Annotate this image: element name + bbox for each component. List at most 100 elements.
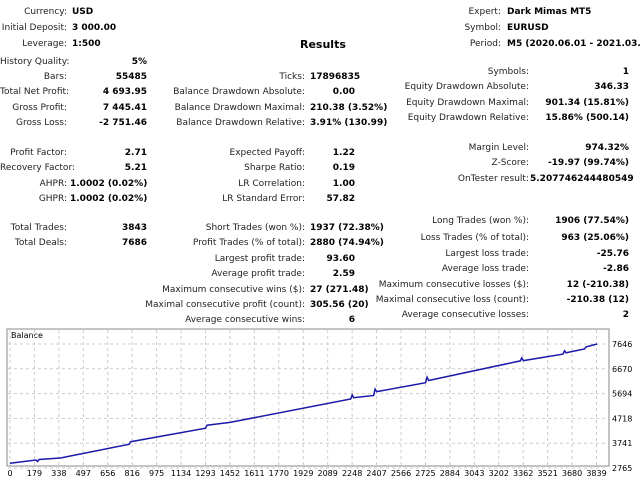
stat-value: 0.19	[332, 163, 355, 173]
x-tick-label: 2089	[318, 469, 338, 478]
stat-value: 7686	[121, 238, 147, 248]
stat-label: GHPR:	[38, 194, 67, 204]
stat-label: Loss Trades (% of total):	[420, 233, 529, 243]
stat-label: Margin Level:	[468, 143, 529, 153]
stat-label: Balance Drawdown Maximal:	[174, 103, 305, 113]
x-tick-label: 1452	[220, 469, 240, 478]
stat-value: -19.97 (99.74%)	[547, 158, 629, 168]
y-tick-label: 4718	[612, 414, 632, 423]
x-tick-label: 1134	[171, 469, 191, 478]
stat-value: 974.32%	[585, 143, 629, 153]
stat-label: Maximal consecutive profit (count):	[145, 300, 305, 310]
header-value: M5 (2020.06.01 - 2021.03.01)	[507, 39, 640, 49]
stat-value: 3.91% (130.99)	[310, 118, 388, 128]
x-tick-label: 975	[149, 469, 164, 478]
stat-value: 2880 (74.94%)	[310, 238, 384, 248]
y-tick-label: 7646	[612, 340, 632, 349]
stat-label: Balance Drawdown Absolute:	[173, 87, 305, 97]
stat-label: Average loss trade:	[441, 264, 529, 274]
stat-value: 17896835	[310, 72, 361, 82]
balance-chart: Balance 0 179 338 497 656 816 975 1134 1293 1452 1…	[6, 328, 632, 478]
stat-value: 1.00	[332, 179, 355, 189]
results-title: Results	[300, 38, 346, 51]
x-tick-label: 2725	[415, 469, 435, 478]
stat-value: 12 (-210.38)	[566, 280, 629, 290]
stat-label: Ticks:	[279, 72, 305, 82]
stat-value: 5%	[131, 57, 147, 67]
stat-label: Sharpe Ratio:	[244, 163, 305, 173]
x-tick-label: 3362	[513, 469, 533, 478]
stat-value: 93.60	[326, 254, 355, 264]
y-tick-label: 5694	[612, 390, 632, 399]
x-tick-label: 1770	[269, 469, 289, 478]
stat-label: Profit Factor:	[10, 148, 67, 158]
x-tick-label: 497	[76, 469, 91, 478]
chart-frame	[6, 328, 610, 467]
stat-label: Average consecutive losses:	[401, 310, 529, 320]
stat-label: Short Trades (won %):	[205, 223, 305, 233]
balance-line	[9, 343, 598, 465]
header-value: Dark Mimas MT5	[507, 7, 592, 17]
stat-value: 7 445.41	[102, 103, 147, 113]
stat-value: 5.21	[124, 163, 147, 173]
stat-label: Average profit trade:	[211, 269, 305, 279]
stat-label: Equity Drawdown Relative:	[407, 113, 529, 123]
stat-label: Maximal consecutive loss (count):	[375, 295, 529, 305]
stat-label: Profit Trades (% of total):	[192, 238, 305, 248]
stat-value: 1.22	[332, 148, 355, 158]
stat-value: 1937 (72.38%)	[310, 223, 384, 233]
stat-value: 0.00	[332, 87, 355, 97]
stat-value: 346.33	[594, 82, 629, 92]
stat-value: -2.86	[603, 264, 629, 274]
stat-value: 1.0002 (0.02%)	[70, 194, 148, 204]
stat-value: 2	[622, 310, 629, 320]
y-tick-label: 2765	[612, 464, 632, 473]
x-tick-label: 816	[125, 469, 140, 478]
stat-label: AHPR:	[39, 179, 67, 189]
stat-value: 963 (25.06%)	[561, 233, 629, 243]
stat-value: -25.76	[596, 249, 629, 259]
x-tick-label: 1611	[244, 469, 264, 478]
stat-value: -2 751.46	[99, 118, 147, 128]
x-tick-label: 3202	[489, 469, 509, 478]
x-tick-label: 2884	[440, 469, 460, 478]
stat-value: 2.59	[332, 269, 355, 279]
stat-label: Largest profit trade:	[214, 254, 305, 264]
stat-label: Average consecutive wins:	[185, 315, 305, 325]
stat-label: Equity Drawdown Absolute:	[404, 82, 529, 92]
stat-value: 55485	[115, 72, 147, 82]
stat-value: 1.0002 (0.02%)	[70, 179, 148, 189]
x-tick-label: 2566	[391, 469, 411, 478]
stat-label: Total Deals:	[14, 238, 67, 248]
header-value: EURUSD	[507, 23, 549, 33]
x-tick-label: 3521	[537, 469, 557, 478]
x-tick-label: 1929	[293, 469, 313, 478]
stat-label: Maximum consecutive losses ($):	[378, 280, 529, 290]
header-label: Period:	[469, 39, 501, 49]
x-tick-label: 179	[27, 469, 42, 478]
stat-label: Gross Loss:	[16, 118, 67, 128]
stat-value: 4 693.95	[102, 87, 147, 97]
stat-label: Bars:	[43, 72, 67, 82]
stat-value: -210.38 (12)	[566, 295, 629, 305]
x-tick-label: 3839	[586, 469, 606, 478]
x-tick-label: 3680	[562, 469, 582, 478]
x-tick-label: 2407	[366, 469, 386, 478]
stat-value: 1	[622, 67, 629, 77]
stat-value: 901.34 (15.81%)	[545, 98, 629, 108]
stat-label: LR Correlation:	[238, 179, 305, 189]
stat-value: 3843	[121, 223, 147, 233]
y-tick-label: 6670	[612, 365, 632, 374]
stat-label: Recovery Factor:	[0, 163, 76, 173]
header-label: Symbol:	[464, 23, 501, 33]
x-tick-label: 1293	[195, 469, 215, 478]
stat-label: Symbols:	[487, 67, 529, 77]
y-tick-label: 3741	[612, 439, 632, 448]
header-value: 3 000.00	[72, 23, 117, 33]
stat-label: Maximum consecutive wins ($):	[162, 285, 305, 295]
stat-label: Long Trades (won %):	[432, 216, 529, 226]
stat-label: Z-Score:	[491, 158, 530, 168]
stat-label: Total Trades:	[10, 223, 67, 233]
stat-label: Total Net Profit:	[0, 87, 70, 97]
stat-label: History Quality:	[0, 57, 70, 67]
